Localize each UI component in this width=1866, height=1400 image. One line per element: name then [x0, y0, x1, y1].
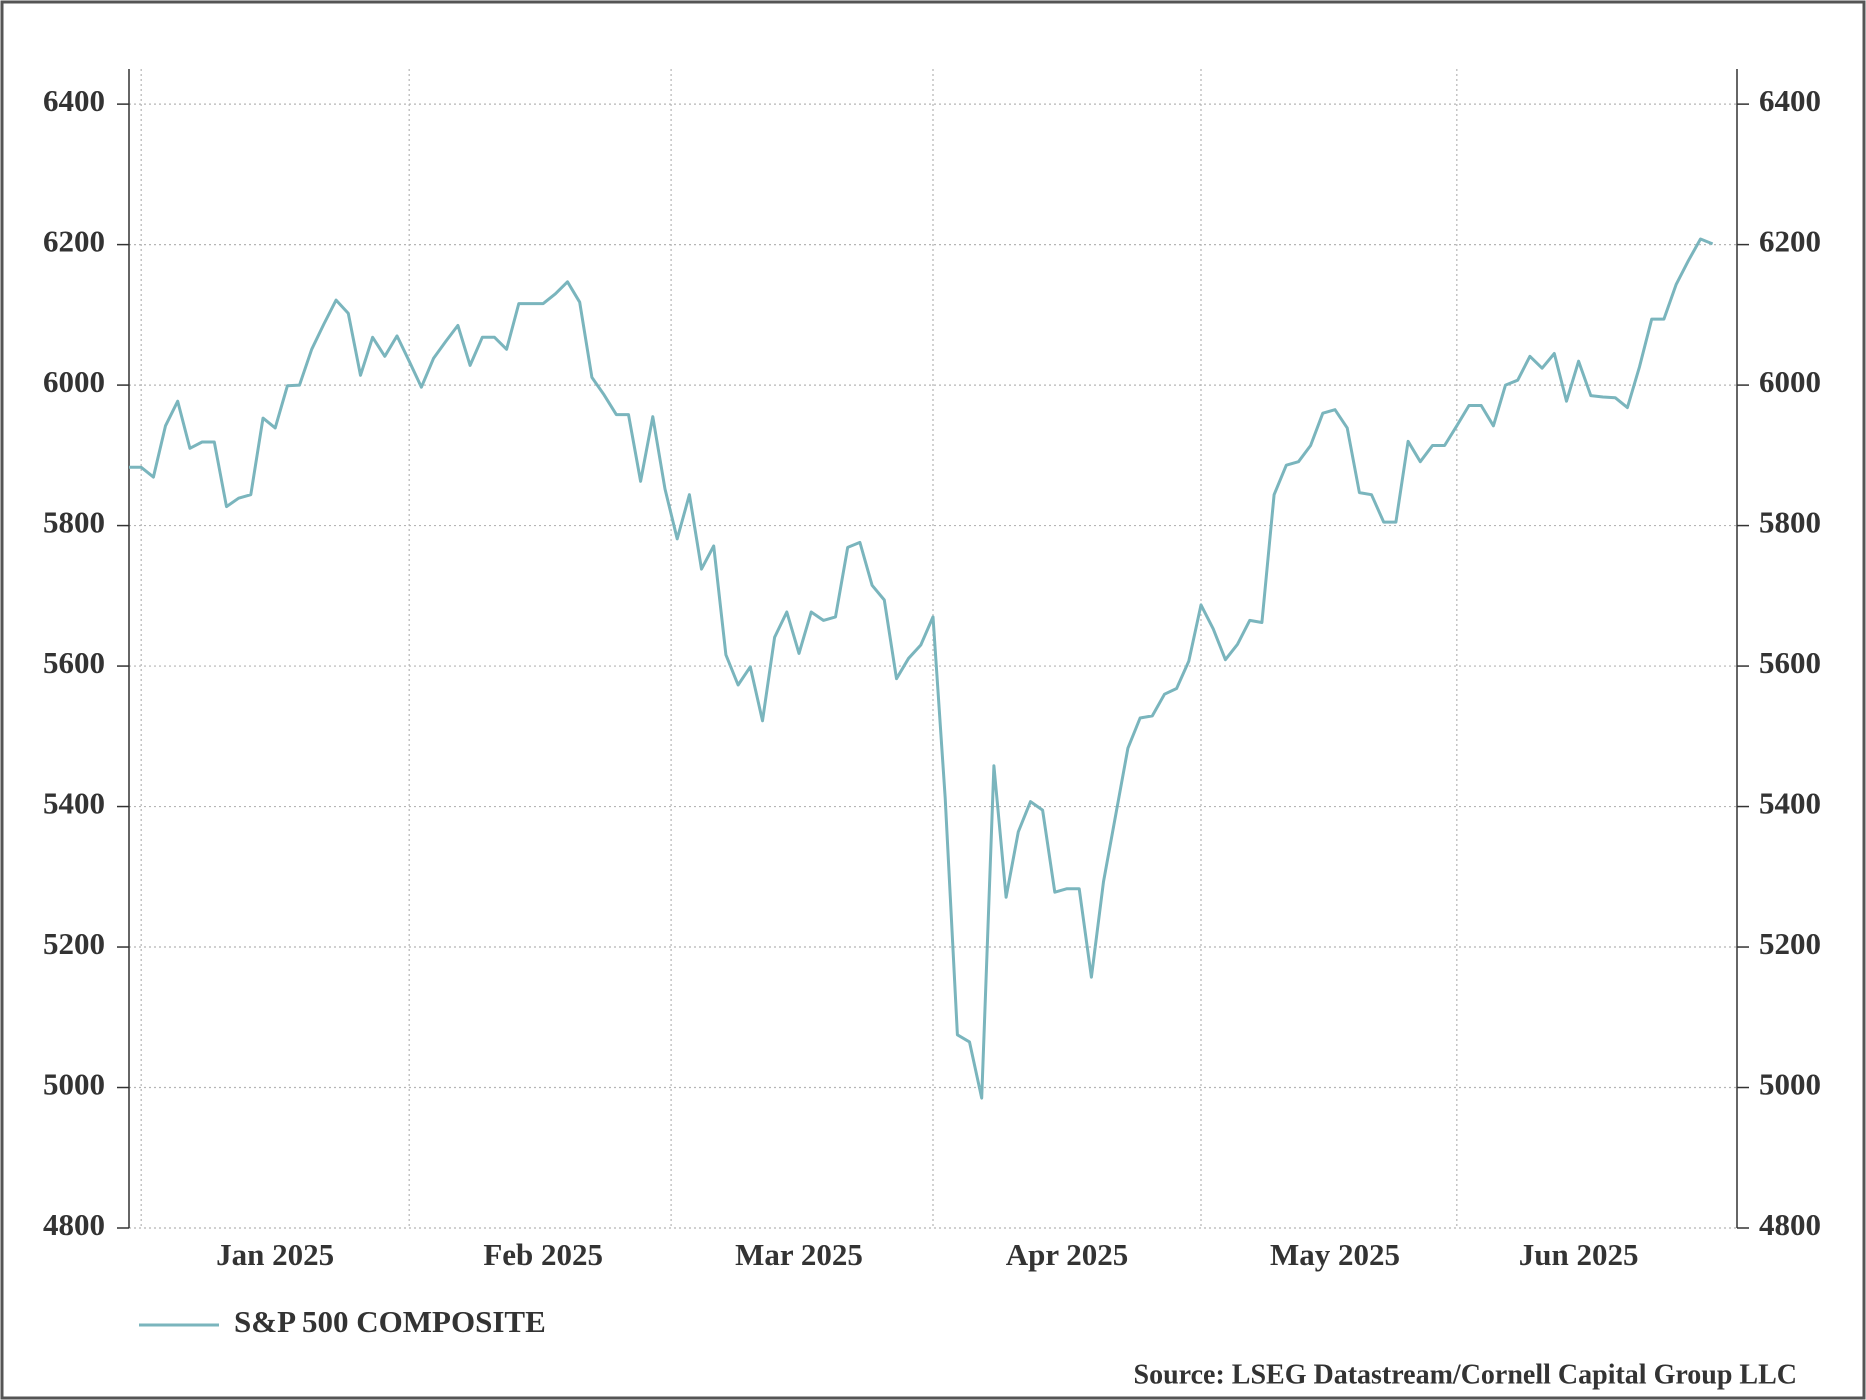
x-tick-label: Mar 2025 — [735, 1237, 863, 1272]
y-tick-label: 6000 — [43, 364, 105, 399]
data-line — [129, 237, 1714, 1100]
y2-tick-label: 6400 — [1759, 83, 1821, 118]
y-tick-label: 6400 — [43, 83, 105, 118]
x-tick-label: Jun 2025 — [1519, 1237, 1639, 1272]
y2-tick-label: 6000 — [1759, 364, 1821, 399]
source-note: Source: LSEG Datastream/Cornell Capital … — [1134, 1359, 1797, 1390]
y-tick-label: 5200 — [43, 926, 105, 961]
x-tick-label: Feb 2025 — [483, 1237, 603, 1272]
y-tick-label: 4800 — [43, 1207, 105, 1242]
y-tick-label: 6200 — [43, 224, 105, 259]
y-tick-label: 5800 — [43, 505, 105, 540]
y2-tick-label: 6200 — [1759, 224, 1821, 259]
y-tick-label: 5400 — [43, 786, 105, 821]
x-tick-label: May 2025 — [1270, 1237, 1400, 1272]
y2-tick-label: 5000 — [1759, 1067, 1821, 1102]
legend-label: S&P 500 COMPOSITE — [234, 1304, 546, 1339]
y-tick-label: 5600 — [43, 645, 105, 680]
x-tick-label: Apr 2025 — [1006, 1237, 1129, 1272]
y2-tick-label: 5800 — [1759, 505, 1821, 540]
x-tick-label: Jan 2025 — [216, 1237, 334, 1272]
y2-tick-label: 5600 — [1759, 645, 1821, 680]
y2-tick-label: 5400 — [1759, 786, 1821, 821]
y-tick-label: 5000 — [43, 1067, 105, 1102]
y2-tick-label: 5200 — [1759, 926, 1821, 961]
y2-tick-label: 4800 — [1759, 1207, 1821, 1242]
